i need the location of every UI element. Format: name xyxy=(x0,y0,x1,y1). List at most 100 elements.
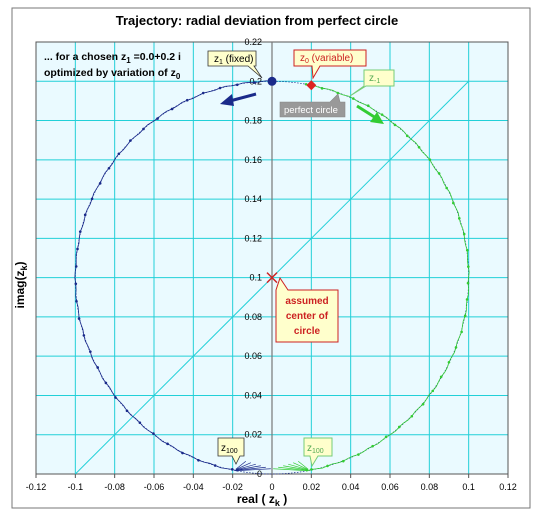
svg-text:assumed: assumed xyxy=(285,296,328,307)
callout-assumed-center: assumed center of circle xyxy=(275,276,339,343)
trajectory-point xyxy=(437,172,441,175)
trajectory-point xyxy=(230,468,234,471)
trajectory-point xyxy=(104,381,108,385)
point-z0 xyxy=(306,80,317,91)
trajectory-tail xyxy=(293,462,309,470)
trajectory-tail xyxy=(273,468,309,472)
trajectory-point xyxy=(74,265,78,268)
trajectory-point xyxy=(201,91,205,95)
trajectory-point xyxy=(76,247,79,251)
trajectory-point xyxy=(457,217,461,220)
trajectory-point xyxy=(417,145,421,149)
callout-z0-variable: z0 (variable) xyxy=(293,49,367,80)
trajectory-point xyxy=(74,282,78,286)
trajectory-point xyxy=(107,166,111,170)
trajectory-point xyxy=(466,281,470,285)
trajectory-point xyxy=(352,97,355,100)
y-tick-label: 0.14 xyxy=(244,194,262,204)
trajectory-tail xyxy=(235,466,266,471)
trajectory-point xyxy=(253,81,256,84)
trajectory-point xyxy=(451,201,455,205)
callout-z-minus-1: z-1 xyxy=(349,69,395,97)
trajectory-point xyxy=(326,464,329,468)
trajectory-point xyxy=(197,458,200,462)
trajectory-tail xyxy=(288,463,309,471)
y-tick-label: 0.16 xyxy=(244,155,262,165)
trajectory-point xyxy=(467,265,470,268)
trajectory-point xyxy=(166,442,169,446)
x-tick-label: 0 xyxy=(269,482,274,492)
trajectory-point xyxy=(152,432,155,435)
trajectory-point xyxy=(89,350,92,353)
trajectory-point xyxy=(397,425,401,429)
trajectory-point xyxy=(170,107,174,111)
trajectory-point xyxy=(213,464,217,467)
trajectory-line-0 xyxy=(74,80,273,472)
trajectory-point xyxy=(421,402,425,406)
trajectory-point xyxy=(114,396,117,399)
y-tick-label: 0.18 xyxy=(244,116,262,126)
trajectory-tail xyxy=(283,465,309,471)
subtitle-line-2: optimized by variation of z0 xyxy=(44,67,181,81)
trajectory-point xyxy=(460,330,463,334)
trajectory-tail xyxy=(297,460,309,470)
svg-text:center of: center of xyxy=(286,311,329,322)
tick-labels: -0.12 -0.1 -0.08 -0.06 -0.04 -0.02 0 0.02 0.04 0.… xyxy=(26,37,517,492)
svg-text:circle: circle xyxy=(294,326,321,337)
trajectory-point xyxy=(156,117,159,120)
trajectory-point xyxy=(465,248,469,252)
trajectory-point xyxy=(380,113,384,116)
trajectory-tail xyxy=(235,460,247,470)
trajectory-point xyxy=(98,182,102,185)
x-tick-label: -0.1 xyxy=(68,482,84,492)
trajectory-point xyxy=(445,186,448,190)
trajectory-point xyxy=(393,123,397,127)
trajectory-line-1 xyxy=(306,83,470,472)
svg-text:z0 (variable): z0 (variable) xyxy=(300,53,353,65)
trajectory-point xyxy=(78,230,82,233)
x-tick-label: -0.02 xyxy=(222,482,243,492)
trajectory-point xyxy=(465,298,469,301)
trajectory-tail xyxy=(278,466,309,471)
y-tick-label: 0 xyxy=(257,469,262,479)
x-tick-label: 0.12 xyxy=(499,482,517,492)
chart-title: Trajectory: radial deviation from perfec… xyxy=(116,13,399,28)
point-z1 xyxy=(267,76,277,86)
svg-text:z100: z100 xyxy=(221,443,238,455)
green-direction-arrow xyxy=(356,104,377,120)
trajectory-point xyxy=(405,134,409,138)
y-tick-label: 0.2 xyxy=(249,76,262,86)
trajectory-point xyxy=(82,334,86,337)
trajectory-point xyxy=(83,213,87,217)
trajectory-point xyxy=(138,421,142,424)
trajectory-point xyxy=(181,451,184,455)
trajectory-point xyxy=(320,87,324,90)
y-tick-label: 0.02 xyxy=(244,430,262,440)
trajectory-point xyxy=(431,389,435,393)
trajectory-tail xyxy=(235,462,251,470)
trajectory-point xyxy=(75,299,78,303)
trajectory-point xyxy=(125,409,129,413)
trajectory-point xyxy=(310,468,313,471)
svg-text:z100: z100 xyxy=(307,443,324,455)
trajectory-tail xyxy=(235,468,271,472)
trajectory-point xyxy=(371,444,374,448)
green-arrowhead xyxy=(370,112,384,124)
trajectory-point xyxy=(384,435,388,439)
callout-z100-green: z100 xyxy=(303,437,333,468)
trajectory-point xyxy=(129,139,132,142)
callout-perfect-circle: perfect circle xyxy=(279,93,346,118)
x-tick-label: 0.1 xyxy=(462,482,475,492)
y-tick-label: 0.04 xyxy=(244,390,262,400)
svg-text:z1 (fixed): z1 (fixed) xyxy=(214,54,253,66)
trajectory-point xyxy=(410,414,414,418)
y-axis-label: imag(zk) xyxy=(13,261,29,308)
trajectory-point xyxy=(454,346,458,349)
y-tick-label: 0.1 xyxy=(249,273,262,283)
callout-z100-blue: z100 xyxy=(217,437,245,465)
marker-points xyxy=(266,76,317,284)
x-tick-label: 0.06 xyxy=(381,482,399,492)
x-tick-label: -0.08 xyxy=(104,482,125,492)
